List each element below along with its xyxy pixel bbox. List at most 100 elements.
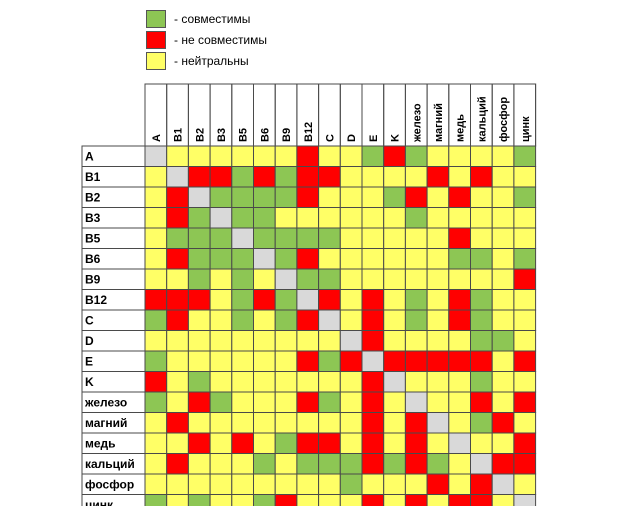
matrix-cell: [361, 412, 385, 434]
matrix-cell: [361, 145, 385, 167]
matrix-cell: [339, 412, 363, 434]
matrix-cell: [318, 350, 341, 372]
matrix-cell: [187, 371, 211, 393]
legend: - совместимы - не совместимы - нейтральн…: [146, 9, 267, 72]
matrix-cell: [361, 207, 385, 229]
legend-label: - нейтральны: [174, 54, 249, 68]
row-label: K: [85, 375, 94, 389]
matrix-cell: [426, 186, 450, 208]
row-label: железо: [84, 395, 127, 409]
matrix-cell: [404, 350, 428, 372]
matrix-cell: [339, 166, 363, 188]
matrix-cell: [166, 248, 189, 270]
matrix-cell: [361, 166, 385, 188]
row-label: магний: [85, 416, 127, 430]
matrix-cell: [383, 453, 406, 475]
matrix-cell: [339, 391, 363, 413]
matrix-cell: [296, 473, 320, 495]
column-label: E: [368, 135, 380, 142]
matrix-cell: [166, 207, 189, 229]
matrix-cell: [274, 309, 298, 331]
matrix-cell: [383, 494, 406, 506]
matrix-cell: [253, 432, 276, 454]
matrix-cell: [361, 289, 385, 311]
matrix-cell: [166, 309, 189, 331]
matrix-cell: [209, 227, 233, 249]
legend-item-neutral: - нейтральны: [146, 51, 267, 71]
matrix-cell: [166, 145, 189, 167]
matrix-cell: [296, 248, 320, 270]
matrix-cell: [361, 473, 385, 495]
matrix-cell: [448, 350, 471, 372]
matrix-cell: [231, 248, 255, 270]
matrix-cell: [144, 330, 168, 352]
matrix-cell: [144, 166, 168, 188]
matrix-cell: [404, 412, 428, 434]
matrix-cell: [253, 412, 276, 434]
matrix-cell: [339, 432, 363, 454]
matrix-cell: [253, 494, 276, 506]
matrix-cell: [187, 494, 211, 506]
matrix-cell: [166, 166, 189, 188]
matrix-cell: [318, 166, 341, 188]
column-label: медь: [455, 114, 467, 142]
matrix-cell: [166, 371, 189, 393]
column-label: A: [151, 134, 163, 142]
matrix-cell: [187, 227, 211, 249]
matrix-cell: [231, 432, 255, 454]
row-label: B3: [85, 211, 101, 225]
matrix-cell: [448, 309, 471, 331]
matrix-cell: [383, 330, 406, 352]
matrix-cell: [448, 473, 471, 495]
matrix-cell: [209, 473, 233, 495]
matrix-cell: [144, 371, 168, 393]
matrix-cell: [361, 391, 385, 413]
matrix-cell: [144, 207, 168, 229]
matrix-cell: [187, 145, 211, 167]
matrix-cell: [383, 412, 406, 434]
matrix-cell: [404, 186, 428, 208]
matrix-cell: [383, 391, 406, 413]
matrix-cell: [491, 391, 515, 413]
matrix-cell: [491, 473, 515, 495]
legend-label: - совместимы: [174, 12, 251, 26]
matrix-cell: [361, 227, 385, 249]
column-label: B3: [216, 128, 228, 142]
matrix-cell: [231, 207, 255, 229]
row-label: B9: [85, 272, 101, 286]
matrix-cell: [404, 268, 428, 290]
matrix-cell: [274, 268, 298, 290]
matrix-cell: [491, 432, 515, 454]
matrix-cell: [491, 371, 515, 393]
matrix-cell: [404, 432, 428, 454]
matrix-cell: [209, 166, 233, 188]
matrix-cell: [209, 432, 233, 454]
matrix-cell: [491, 330, 515, 352]
matrix-cell: [144, 248, 168, 270]
matrix-cell: [513, 494, 537, 506]
matrix-cell: [448, 145, 471, 167]
matrix-cell: [426, 309, 450, 331]
matrix-cell: [144, 227, 168, 249]
matrix-cell: [339, 268, 363, 290]
matrix-cell: [404, 145, 428, 167]
matrix-cell: [426, 207, 450, 229]
row-label: фосфор: [85, 477, 134, 491]
matrix-cell: [274, 248, 298, 270]
matrix-cell: [513, 412, 537, 434]
matrix-cell: [491, 309, 515, 331]
matrix-cell: [448, 248, 471, 270]
matrix-cell: [513, 207, 537, 229]
matrix-cell: [318, 145, 341, 167]
row-label: медь: [85, 436, 116, 450]
matrix-cell: [274, 432, 298, 454]
legend-swatch-red: [146, 31, 166, 49]
matrix-cell: [318, 227, 341, 249]
matrix-cell: [274, 207, 298, 229]
matrix-cell: [166, 350, 189, 372]
matrix-cell: [339, 350, 363, 372]
row-label: A: [85, 149, 94, 163]
matrix-cell: [339, 494, 363, 506]
matrix-cell: [448, 330, 471, 352]
row-label: цинк: [85, 498, 114, 506]
